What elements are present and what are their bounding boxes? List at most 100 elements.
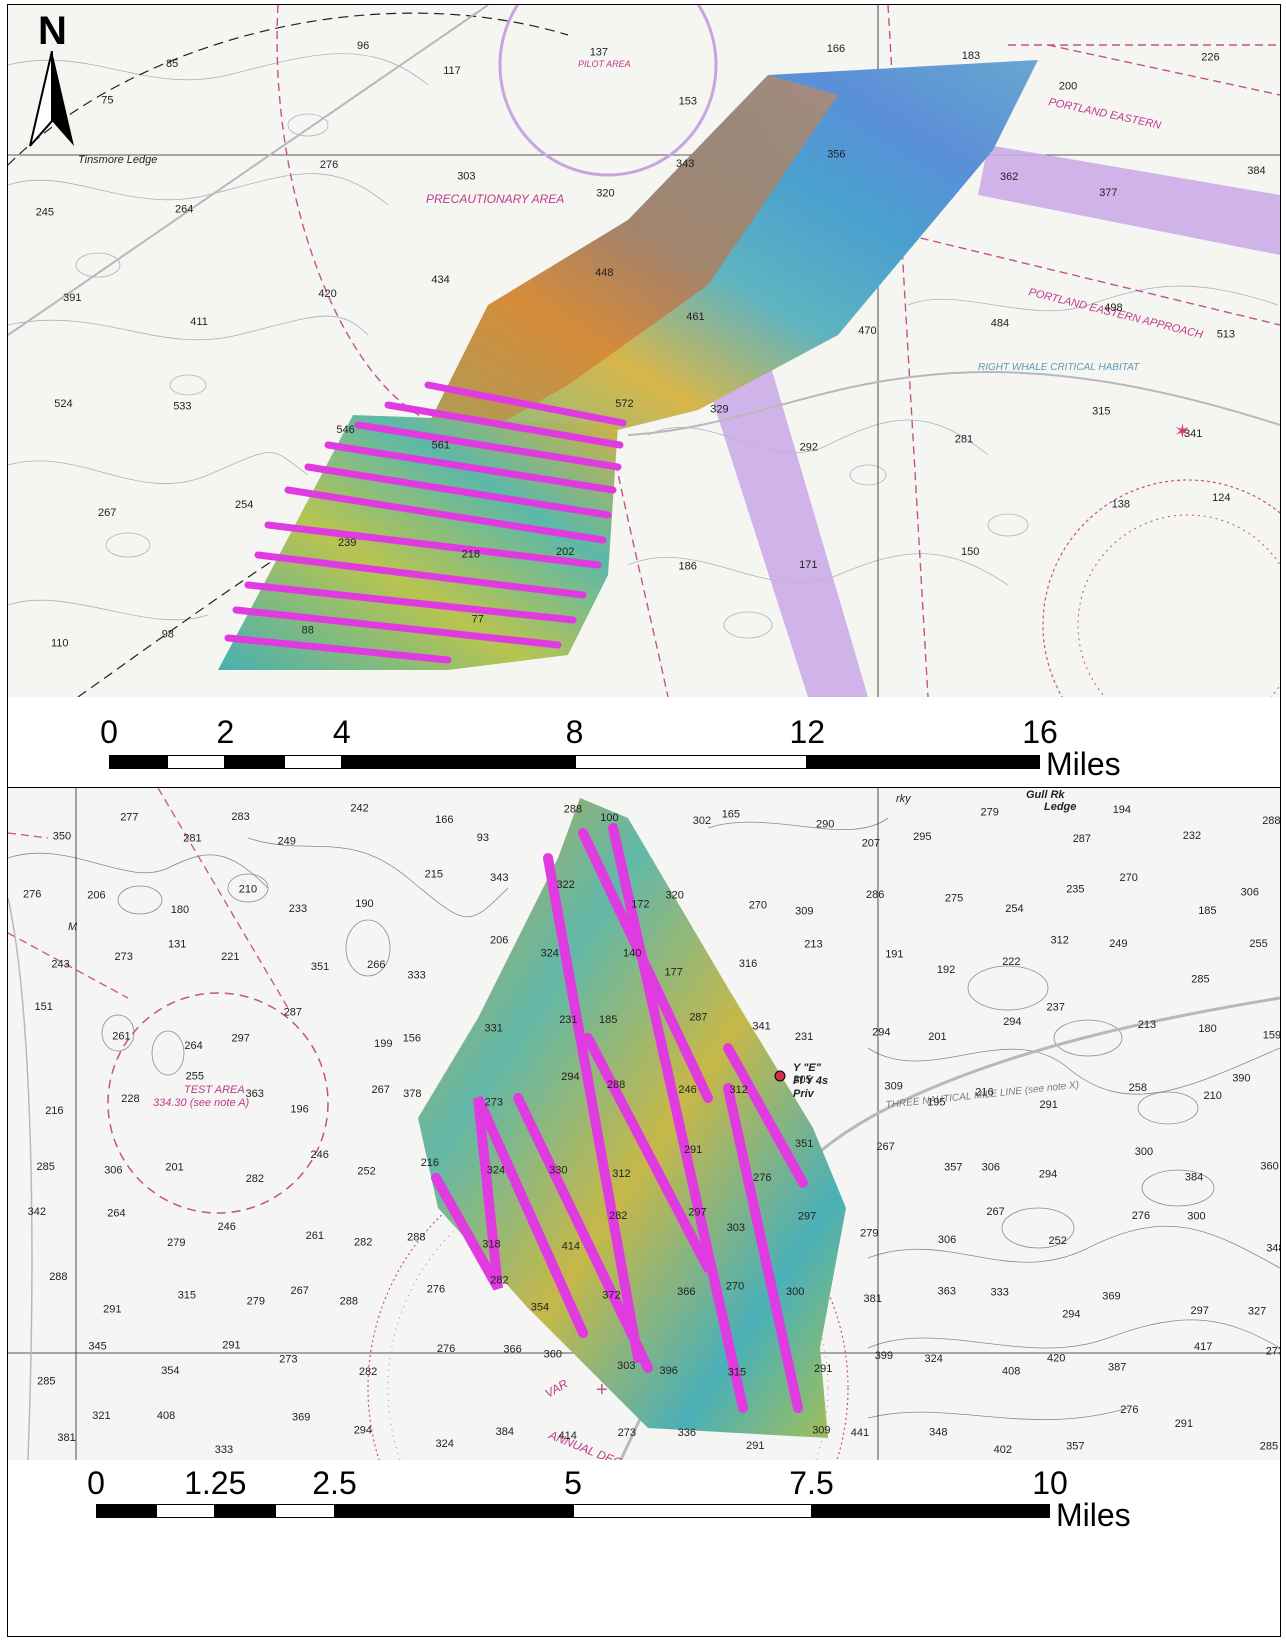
depth-sounding: 290 (816, 818, 834, 830)
depth-sounding: 196 (290, 1104, 308, 1116)
depth-sounding: 254 (235, 499, 253, 511)
depth-sounding: 345 (88, 1341, 106, 1353)
scale-tick-label: 1.25 (184, 1465, 247, 1501)
depth-sounding: 381 (57, 1432, 75, 1444)
depth-sounding: 117 (443, 65, 461, 77)
depth-sounding: 98 (162, 628, 174, 640)
depth-sounding: 391 (63, 292, 81, 304)
depth-sounding: 185 (1198, 905, 1216, 917)
depth-sounding: 366 (503, 1344, 521, 1356)
depth-sounding: 279 (167, 1237, 185, 1249)
depth-sounding: 498 (1104, 302, 1122, 314)
depth-sounding: 408 (1002, 1366, 1020, 1378)
depth-sounding: 273 (279, 1354, 297, 1366)
depth-sounding: 215 (425, 869, 443, 881)
bottom-nautical-chart: TEST AREA 334.30 (see note A) THREE NAUT… (8, 788, 1280, 1460)
depth-sounding: 533 (173, 400, 191, 412)
depth-sounding: 258 (1129, 1082, 1147, 1094)
depth-sounding: 320 (596, 188, 614, 200)
depth-sounding: 420 (1047, 1352, 1065, 1364)
depth-sounding: 165 (722, 808, 740, 820)
depth-sounding: 302 (693, 815, 711, 827)
depth-sounding: 300 (786, 1286, 804, 1298)
depth-sounding: 273 (1266, 1345, 1280, 1357)
scale-bar-segment (807, 755, 1040, 769)
depth-sounding: 201 (165, 1162, 183, 1174)
depth-sounding: 254 (1005, 903, 1023, 915)
depth-sounding: 138 (1112, 499, 1130, 511)
gull-rk-label: Gull Rk (1026, 789, 1065, 801)
depth-sounding: 194 (1113, 804, 1131, 816)
depth-sounding: 294 (561, 1071, 579, 1083)
depth-sounding: 363 (246, 1088, 264, 1100)
depth-sounding: 276 (23, 889, 41, 901)
test-area-sublabel: 334.30 (see note A) (153, 1097, 250, 1109)
depth-sounding: 228 (121, 1093, 139, 1105)
depth-sounding: 192 (937, 964, 955, 976)
depth-sounding: 315 (728, 1367, 746, 1379)
depth-sounding: 484 (991, 317, 1009, 329)
depth-sounding: 561 (432, 439, 450, 451)
depth-sounding: 294 (1062, 1309, 1080, 1321)
depth-sounding: 402 (994, 1444, 1012, 1456)
depth-sounding: 294 (872, 1027, 890, 1039)
depth-sounding: 231 (559, 1014, 577, 1026)
depth-sounding: 414 (562, 1241, 580, 1253)
depth-sounding: 156 (403, 1032, 421, 1044)
scale-bar-segment (574, 755, 808, 769)
depth-sounding: 218 (462, 549, 480, 561)
depth-sounding: 191 (885, 948, 903, 960)
depth-sounding: 88 (302, 624, 314, 636)
depth-sounding: 306 (1241, 887, 1259, 899)
depth-sounding: 297 (798, 1210, 816, 1222)
depth-sounding: 216 (975, 1087, 993, 1099)
depth-sounding: 166 (827, 43, 845, 55)
depth-sounding: 267 (986, 1206, 1004, 1218)
depth-sounding: 312 (730, 1084, 748, 1096)
depth-sounding: 294 (1003, 1016, 1021, 1028)
bottom-scale-unit: Miles (1056, 1497, 1131, 1533)
depth-sounding: 470 (858, 325, 876, 337)
depth-sounding: 285 (1191, 973, 1209, 985)
depth-sounding: 324 (436, 1438, 454, 1450)
depth-sounding: 190 (355, 898, 373, 910)
depth-sounding: 180 (1198, 1023, 1216, 1035)
depth-sounding: 378 (403, 1088, 421, 1100)
scale-tick-label: 12 (789, 714, 826, 750)
depth-sounding: 341 (752, 1020, 770, 1032)
depth-sounding: 213 (1138, 1019, 1156, 1031)
scale-bar-segment (215, 1504, 275, 1518)
depth-sounding: 206 (490, 935, 508, 947)
depth-sounding: 210 (1204, 1090, 1222, 1102)
rky-label: rky (896, 793, 912, 805)
depth-sounding: 266 (367, 959, 385, 971)
depth-sounding: 297 (232, 1033, 250, 1045)
depth-sounding: 283 (231, 811, 249, 823)
scale-tick-label: 10 (1032, 1465, 1068, 1501)
depth-sounding: 417 (1194, 1341, 1212, 1353)
depth-sounding: 153 (679, 95, 697, 107)
depth-sounding: 288 (407, 1231, 425, 1243)
depth-sounding: 140 (623, 948, 641, 960)
depth-sounding: 255 (1249, 938, 1267, 950)
bottom-boundary-lines (8, 788, 289, 1009)
depth-sounding: 267 (876, 1141, 894, 1153)
depth-sounding: 207 (862, 838, 880, 850)
test-area-label: TEST AREA (184, 1084, 245, 1096)
depth-sounding: 291 (684, 1144, 702, 1156)
depth-sounding: 354 (531, 1302, 549, 1314)
depth-sounding: 267 (291, 1285, 309, 1297)
bottom-survey-lines (431, 823, 808, 1413)
depth-sounding: 285 (37, 1161, 55, 1173)
depth-sounding: 201 (928, 1031, 946, 1043)
depth-sounding: 315 (1092, 406, 1110, 418)
buoy-label-2: Fl Y 4s (793, 1075, 828, 1087)
depth-sounding: 270 (749, 899, 767, 911)
scale-tick-label: 7.5 (789, 1465, 834, 1501)
depth-sounding: 363 (938, 1286, 956, 1298)
depth-sounding: 210 (239, 883, 257, 895)
depth-sounding: 131 (168, 939, 186, 951)
depth-sounding: 312 (1051, 934, 1069, 946)
depth-sounding: 270 (1120, 872, 1138, 884)
depth-sounding: 221 (221, 951, 239, 963)
